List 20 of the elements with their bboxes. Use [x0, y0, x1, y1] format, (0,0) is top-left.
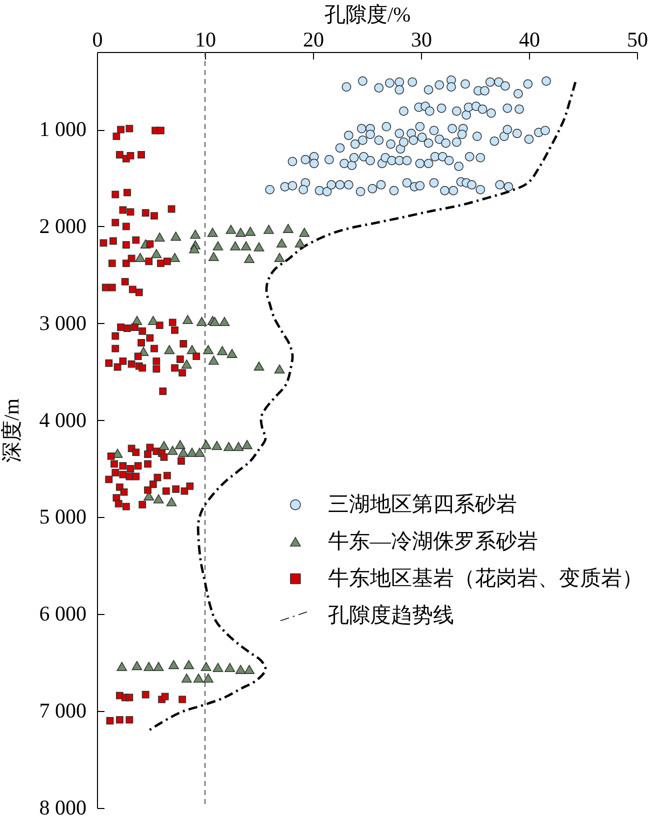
legend-label: 三湖地区第四系砂岩 [328, 492, 517, 516]
legend-label: 牛东—冷湖侏罗系砂岩 [328, 528, 538, 553]
y-tick-label: 3 000 [39, 310, 86, 335]
y-tick-label: 1 000 [39, 117, 86, 142]
x-axis-title: 孔隙度/% [324, 2, 411, 26]
legend-label: 孔隙度趋势线 [328, 602, 454, 627]
y-tick-label: 6 000 [39, 602, 86, 626]
x-tick-label: 30 [411, 28, 432, 52]
x-tick-label: 40 [519, 28, 540, 52]
legend-label: 牛东地区基岩（花岗岩、变质岩） [328, 566, 643, 590]
x-tick-label: 0 [92, 28, 103, 52]
x-tick-label: 20 [303, 28, 324, 52]
y-tick-label: 7 000 [39, 698, 86, 723]
y-tick-label: 8 000 [39, 796, 86, 820]
y-tick-label: 5 000 [39, 504, 86, 529]
y-tick-label: 4 000 [39, 408, 86, 432]
x-tick-label: 50 [627, 28, 648, 52]
y-axis-title: 深度/m [0, 398, 24, 463]
x-tick-label: 10 [195, 28, 216, 52]
y-tick-label: 2 000 [39, 214, 86, 238]
